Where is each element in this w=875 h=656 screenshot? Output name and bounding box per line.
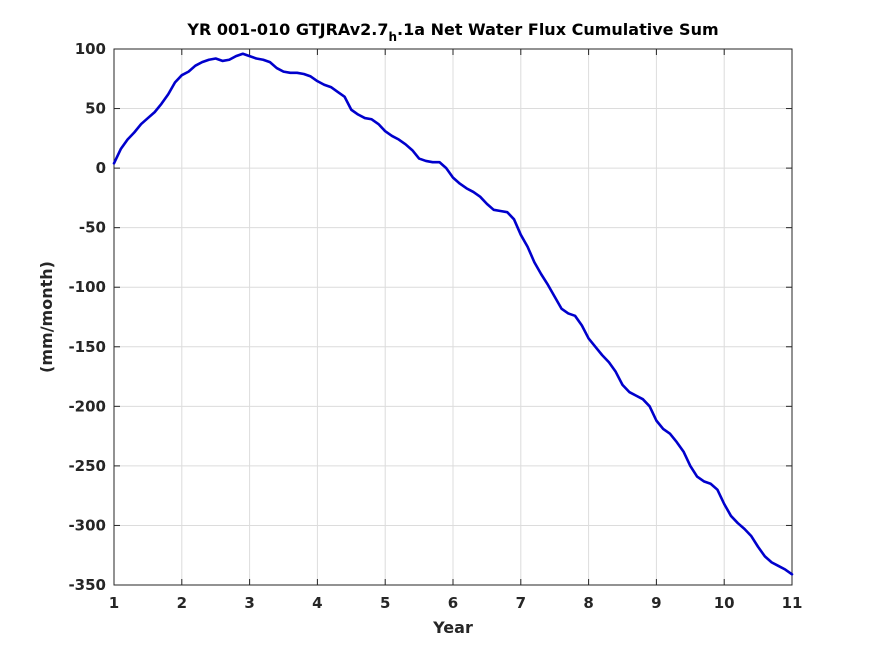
y-tick-label: 50 — [85, 100, 106, 118]
series-line-0 — [112, 52, 794, 576]
y-tick-label: -50 — [79, 219, 106, 237]
y-tick-label: -100 — [68, 278, 106, 296]
x-tick-label: 10 — [714, 594, 735, 612]
x-tick-labels: 1 2 3 4 5 6 7 8 9 10 11 — [109, 594, 803, 612]
series-layer — [112, 52, 794, 576]
x-tick-label: 3 — [244, 594, 254, 612]
x-tick-label: 11 — [782, 594, 803, 612]
x-tick-label: 2 — [177, 594, 187, 612]
x-tick-label: 6 — [448, 594, 458, 612]
chart-title-suffix: .1a Net Water Flux Cumulative Sum — [397, 20, 719, 39]
x-tick-label: 7 — [516, 594, 526, 612]
x-tick-label: 9 — [651, 594, 661, 612]
axis-ticks — [113, 48, 793, 586]
y-tick-label: 100 — [75, 40, 106, 58]
chart-title-prefix: YR 001-010 GTJRAv2.7 — [186, 20, 388, 39]
chart-title-subscript: h — [388, 30, 397, 44]
x-axis-label: Year — [432, 618, 473, 637]
y-tick-label: 0 — [96, 159, 106, 177]
x-tick-label: 5 — [380, 594, 390, 612]
x-tick-label: 1 — [109, 594, 119, 612]
grid-lines — [114, 49, 792, 585]
y-tick-label: -350 — [68, 576, 106, 594]
x-tick-label: 8 — [583, 594, 593, 612]
chart-title: YR 001-010 GTJRAv2.7h.1a Net Water Flux … — [186, 20, 718, 44]
y-tick-label: -200 — [68, 397, 106, 415]
y-axis-label: (mm/month) — [37, 261, 56, 373]
y-tick-label: -150 — [68, 338, 106, 356]
y-tick-label: -250 — [68, 457, 106, 475]
y-tick-label: -300 — [68, 516, 106, 534]
y-tick-labels: 100 50 0 -50 -100 -150 -200 -250 -300 -350 — [68, 40, 106, 594]
x-tick-label: 4 — [312, 594, 322, 612]
